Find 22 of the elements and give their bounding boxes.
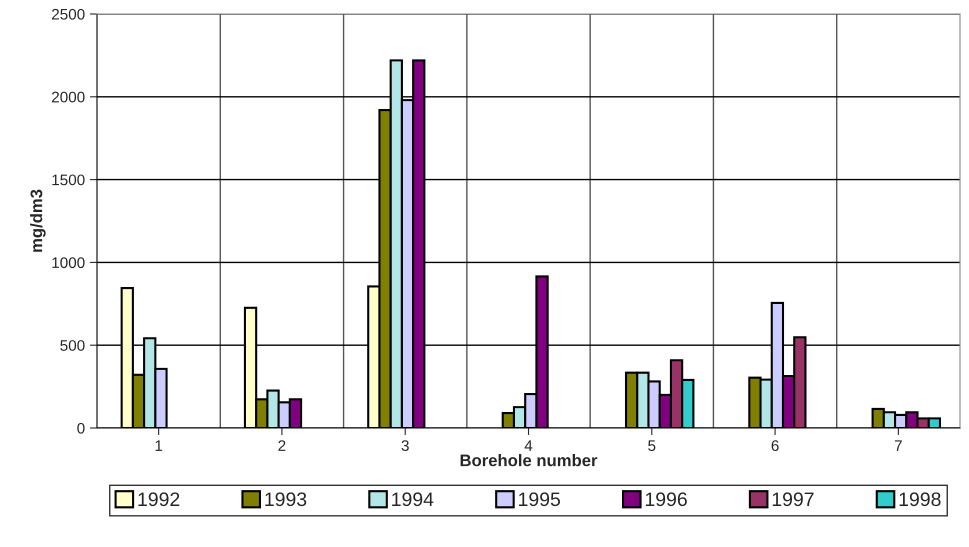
x-axis-title: Borehole number bbox=[460, 454, 598, 466]
y-tick-label: 2500 bbox=[52, 8, 85, 20]
legend-label: 1995 bbox=[519, 492, 560, 506]
y-tick-label: 0 bbox=[77, 422, 85, 434]
x-tick-label: 6 bbox=[772, 440, 779, 452]
legend-label: 1998 bbox=[900, 492, 941, 506]
y-tick-label: 1500 bbox=[52, 174, 85, 186]
legend-label: 1997 bbox=[772, 492, 814, 506]
x-tick-label: 7 bbox=[894, 440, 902, 451]
legend-label: 1996 bbox=[646, 492, 687, 506]
y-tick-label: 1000 bbox=[52, 257, 85, 268]
x-tick-label: 4 bbox=[524, 440, 532, 451]
x-tick-label: 3 bbox=[402, 440, 409, 452]
legend-label: 1993 bbox=[265, 492, 306, 506]
legend-label: 1992 bbox=[138, 492, 180, 506]
legend-label: 1994 bbox=[392, 492, 434, 506]
x-tick-label: 2 bbox=[278, 440, 286, 451]
y-tick-label: 500 bbox=[60, 340, 85, 351]
y-tick-label: 2000 bbox=[52, 92, 85, 102]
x-tick-label: 5 bbox=[648, 440, 656, 452]
y-axis-title: mg/dm3 bbox=[30, 190, 46, 252]
x-tick-label: 1 bbox=[156, 440, 162, 451]
